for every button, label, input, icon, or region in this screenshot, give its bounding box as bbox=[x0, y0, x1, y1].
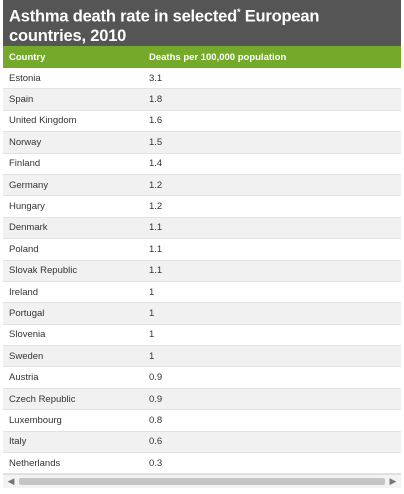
country-cell: Germany bbox=[3, 174, 143, 197]
deaths-value-cell: 1 bbox=[143, 324, 401, 347]
deaths-value-cell: 0.8 bbox=[143, 409, 401, 432]
country-cell: Slovenia bbox=[3, 324, 143, 347]
deaths-value-cell: 1.4 bbox=[143, 153, 401, 175]
table-row: Finland 1.4 bbox=[3, 153, 401, 175]
table-row: United Kingdom 1.6 bbox=[3, 110, 401, 133]
country-cell: Norway bbox=[3, 131, 143, 154]
country-cell: Hungary bbox=[3, 195, 143, 218]
country-cell: Ireland bbox=[3, 281, 143, 304]
deaths-value-cell: 1.2 bbox=[143, 174, 401, 197]
data-table: Country Deaths per 100,000 population Es… bbox=[3, 46, 401, 475]
arrow-right-icon[interactable]: ▶ bbox=[389, 476, 397, 486]
table-row: Luxembourg 0.8 bbox=[3, 409, 401, 432]
country-cell: Sweden bbox=[3, 345, 143, 368]
table-row: Portugal 1 bbox=[3, 302, 401, 325]
scrollbar-thumb[interactable] bbox=[19, 478, 385, 485]
deaths-value-cell: 1 bbox=[143, 345, 401, 368]
table-row: Austria 0.9 bbox=[3, 366, 401, 389]
table-row: Italy 0.6 bbox=[3, 431, 401, 454]
table-row: Slovenia 1 bbox=[3, 324, 401, 347]
deaths-value-cell: 0.9 bbox=[143, 388, 401, 411]
table-row: Netherlands 0.3 bbox=[3, 452, 401, 475]
deaths-value-cell: 1.5 bbox=[143, 131, 401, 154]
table-row: Hungary 1.2 bbox=[3, 195, 401, 218]
deaths-value-cell: 1 bbox=[143, 302, 401, 325]
table-row: Denmark 1.1 bbox=[3, 217, 401, 240]
deaths-value-cell: 3.1 bbox=[143, 68, 401, 90]
deaths-value-cell: 1.2 bbox=[143, 195, 401, 218]
deaths-value-cell: 1.1 bbox=[143, 260, 401, 282]
chart-title-main: Asthma death rate in selected bbox=[9, 7, 238, 26]
deaths-value-cell: 0.6 bbox=[143, 431, 401, 454]
column-header-country: Country bbox=[3, 46, 143, 68]
chart-title-rest: European countries, 2010 bbox=[9, 7, 320, 45]
arrow-left-icon[interactable]: ◀ bbox=[7, 476, 15, 486]
chart-title: Asthma death rate in selected* European … bbox=[9, 3, 397, 46]
deaths-value-cell: 1.1 bbox=[143, 238, 401, 261]
table-row: Slovak Republic 1.1 bbox=[3, 260, 401, 282]
deaths-value-cell: 1.8 bbox=[143, 88, 401, 111]
country-cell: Poland bbox=[3, 238, 143, 261]
country-cell: Austria bbox=[3, 366, 143, 389]
table-row: Poland 1.1 bbox=[3, 238, 401, 261]
chart-frame: Asthma death rate in selected* European … bbox=[3, 0, 401, 494]
country-cell: Netherlands bbox=[3, 452, 143, 475]
country-cell: Spain bbox=[3, 88, 143, 111]
table-row: Ireland 1 bbox=[3, 281, 401, 304]
country-cell: Slovak Republic bbox=[3, 260, 143, 282]
deaths-value-cell: 1 bbox=[143, 281, 401, 304]
horizontal-scrollbar[interactable]: ◀ ▶ bbox=[3, 474, 401, 488]
country-cell: Portugal bbox=[3, 302, 143, 325]
country-cell: Italy bbox=[3, 431, 143, 454]
deaths-value-cell: 1.6 bbox=[143, 110, 401, 133]
title-bar: Asthma death rate in selected* European … bbox=[3, 0, 401, 46]
table-row: Norway 1.5 bbox=[3, 131, 401, 154]
deaths-value-cell: 0.9 bbox=[143, 366, 401, 389]
deaths-value-cell: 0.3 bbox=[143, 452, 401, 475]
country-cell: Estonia bbox=[3, 68, 143, 90]
chart-title-asterisk: * bbox=[237, 7, 241, 17]
table-body: Estonia 3.1 Spain 1.8 United Kingdom 1.6 Norwa… bbox=[3, 68, 401, 475]
data-table-wrapper: Country Deaths per 100,000 population Es… bbox=[3, 46, 401, 475]
country-cell: Finland bbox=[3, 153, 143, 175]
table-row: Czech Republic 0.9 bbox=[3, 388, 401, 411]
country-cell: Denmark bbox=[3, 217, 143, 240]
table-header-row: Country Deaths per 100,000 population bbox=[3, 46, 401, 68]
table-row: Estonia 3.1 bbox=[3, 68, 401, 90]
country-cell: Luxembourg bbox=[3, 409, 143, 432]
country-cell: United Kingdom bbox=[3, 110, 143, 133]
table-row: Sweden 1 bbox=[3, 345, 401, 368]
country-cell: Czech Republic bbox=[3, 388, 143, 411]
column-header-deaths: Deaths per 100,000 population bbox=[143, 46, 401, 68]
deaths-value-cell: 1.1 bbox=[143, 217, 401, 240]
table-row: Germany 1.2 bbox=[3, 174, 401, 197]
table-row: Spain 1.8 bbox=[3, 88, 401, 111]
